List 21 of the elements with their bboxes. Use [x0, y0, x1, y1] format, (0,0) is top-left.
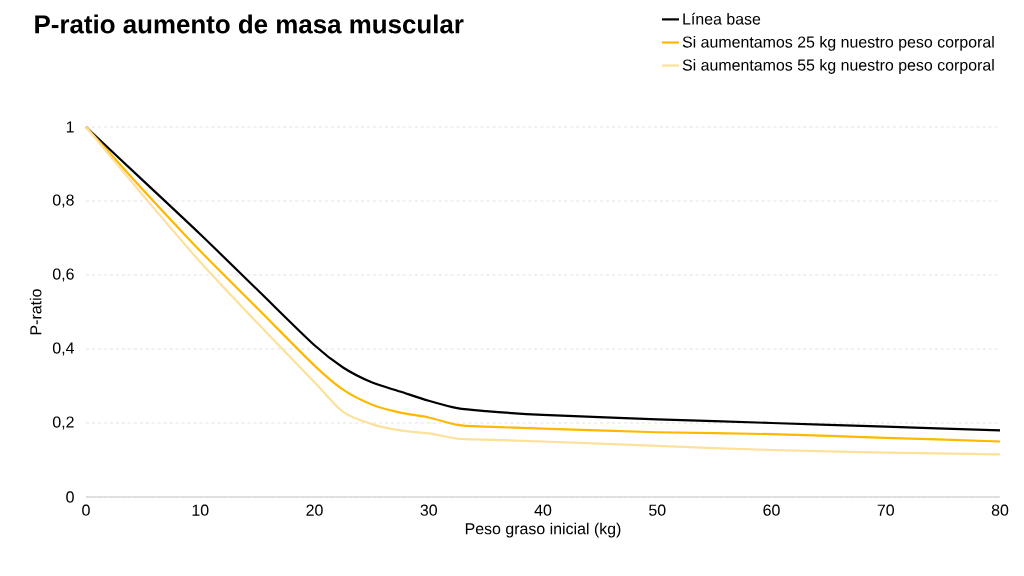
x-tick-label: 80 [991, 504, 1009, 516]
x-tick-label: 0 [82, 504, 90, 516]
y-tick-label: 0 [66, 491, 74, 503]
x-tick-label: 70 [877, 504, 894, 516]
chart-title: P-ratio aumento de masa muscular [35, 14, 464, 34]
y-tick-label: 0,6 [52, 268, 74, 282]
x-tick-label: 60 [763, 504, 780, 516]
y-tick-label: 0,2 [52, 416, 74, 430]
x-tick-label: 10 [192, 504, 209, 516]
x-tick-label: 40 [534, 504, 552, 516]
legend-label: Línea base [683, 12, 761, 25]
x-tick-label: 50 [649, 504, 666, 516]
y-axis-title: P-ratio [29, 289, 42, 335]
x-axis-title: Peso graso inicial (kg) [465, 522, 621, 538]
y-tick-label: 0,4 [52, 342, 75, 356]
y-tick-label: 0,8 [52, 194, 74, 208]
legend-label: Si aumentamos 55 kg nuestro peso corporal [682, 59, 994, 74]
x-tick-label: 20 [306, 504, 323, 516]
y-tick-label: 1 [66, 121, 74, 133]
x-tick-label: 30 [420, 504, 437, 516]
legend-label: Si aumentamos 25 kg nuestro peso corporal [682, 36, 994, 51]
